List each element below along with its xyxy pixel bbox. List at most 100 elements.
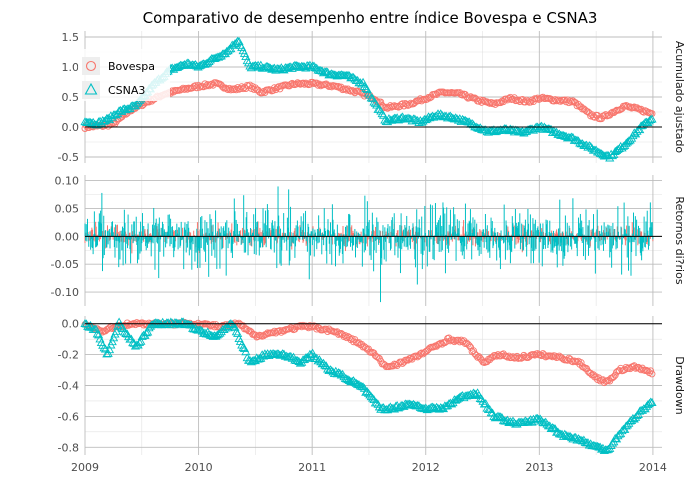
data-point bbox=[643, 400, 653, 409]
data-point bbox=[228, 321, 239, 330]
data-point bbox=[498, 125, 509, 134]
data-point bbox=[624, 136, 634, 145]
data-point bbox=[224, 86, 232, 94]
data-point bbox=[283, 352, 293, 361]
y-tick-label: -0.6 bbox=[58, 410, 79, 423]
data-point bbox=[600, 112, 608, 120]
data-point bbox=[448, 113, 458, 122]
data-point bbox=[455, 336, 462, 344]
y-tick-label: -0.8 bbox=[58, 441, 79, 454]
y-tick-label: -0.10 bbox=[51, 286, 79, 299]
data-point bbox=[326, 82, 334, 90]
data-point bbox=[646, 115, 656, 124]
data-point bbox=[603, 444, 613, 453]
data-point bbox=[455, 392, 465, 401]
data-point bbox=[179, 84, 187, 92]
data-point bbox=[487, 98, 495, 106]
chart-title: Comparativo de desempenho entre índice B… bbox=[143, 9, 598, 27]
data-point bbox=[505, 124, 515, 133]
y-tick-label: -0.05 bbox=[51, 258, 79, 271]
y-tick-label: 0.0 bbox=[62, 121, 80, 134]
data-point bbox=[201, 80, 209, 88]
data-point bbox=[502, 95, 510, 103]
data-point bbox=[462, 391, 472, 400]
data-point bbox=[496, 412, 506, 421]
data-point bbox=[178, 85, 186, 93]
data-point bbox=[644, 116, 654, 125]
data-point bbox=[128, 338, 138, 347]
series-csna3 bbox=[80, 36, 657, 162]
data-point bbox=[327, 366, 337, 375]
data-point bbox=[250, 85, 258, 93]
data-point bbox=[369, 395, 379, 404]
data-point bbox=[257, 350, 267, 359]
data-point bbox=[549, 423, 559, 432]
data-point bbox=[453, 393, 464, 402]
data-point bbox=[504, 353, 511, 361]
data-point bbox=[621, 421, 631, 430]
data-point bbox=[475, 393, 485, 402]
data-point bbox=[324, 82, 332, 89]
data-point bbox=[637, 366, 645, 374]
data-point bbox=[434, 89, 442, 97]
data-point bbox=[107, 337, 117, 346]
y-tick-label: 0.00 bbox=[55, 230, 80, 243]
data-point bbox=[328, 69, 338, 78]
data-point bbox=[635, 125, 645, 134]
panel-2: 0.10 0.05 0.00 -0.05 -0.10 Retornos di?rios bbox=[51, 175, 686, 306]
data-point bbox=[538, 352, 546, 360]
data-point bbox=[440, 88, 447, 96]
data-point bbox=[343, 86, 351, 94]
data-point bbox=[291, 61, 301, 70]
data-point bbox=[136, 336, 146, 345]
data-point bbox=[558, 130, 568, 139]
data-point bbox=[632, 411, 642, 419]
data-point bbox=[315, 80, 323, 88]
data-point bbox=[587, 112, 595, 120]
data-point bbox=[236, 85, 244, 92]
data-point bbox=[493, 411, 503, 420]
data-point bbox=[200, 328, 210, 337]
data-point bbox=[553, 97, 561, 105]
y-tick-label: 0.0 bbox=[62, 318, 80, 331]
data-point bbox=[647, 114, 657, 123]
data-point bbox=[444, 112, 454, 121]
data-point bbox=[423, 404, 434, 413]
data-point bbox=[549, 353, 556, 361]
data-point bbox=[309, 78, 317, 86]
data-point bbox=[561, 430, 571, 439]
x-tick-label: 2009 bbox=[71, 461, 99, 474]
series-csna3 bbox=[84, 186, 654, 303]
data-point bbox=[306, 62, 316, 71]
data-point bbox=[647, 397, 657, 406]
data-point bbox=[361, 83, 371, 92]
data-point bbox=[622, 137, 633, 146]
data-point bbox=[194, 61, 205, 70]
data-point bbox=[347, 87, 355, 95]
data-point bbox=[568, 98, 576, 106]
y-tick-label: -0.4 bbox=[58, 380, 79, 393]
data-point bbox=[545, 124, 555, 133]
data-point bbox=[376, 404, 386, 413]
data-point bbox=[173, 62, 183, 71]
data-point bbox=[226, 84, 233, 92]
data-point bbox=[328, 83, 336, 91]
data-point bbox=[415, 402, 425, 411]
data-point bbox=[607, 151, 618, 160]
data-point bbox=[369, 97, 379, 106]
data-point bbox=[465, 94, 473, 102]
data-point bbox=[575, 138, 585, 147]
data-point bbox=[459, 91, 466, 99]
data-point bbox=[266, 86, 274, 94]
data-point bbox=[534, 123, 544, 132]
data-point bbox=[467, 118, 477, 127]
data-point bbox=[143, 327, 153, 336]
data-point bbox=[622, 363, 630, 371]
series-bovespa bbox=[81, 78, 656, 132]
legend-label: CSNA3 bbox=[108, 84, 145, 97]
data-point bbox=[438, 112, 449, 121]
data-point bbox=[283, 62, 293, 71]
x-tick-label: 2011 bbox=[298, 461, 326, 474]
legend-key-csna3: CSNA3 bbox=[82, 81, 145, 99]
data-point bbox=[241, 347, 251, 356]
